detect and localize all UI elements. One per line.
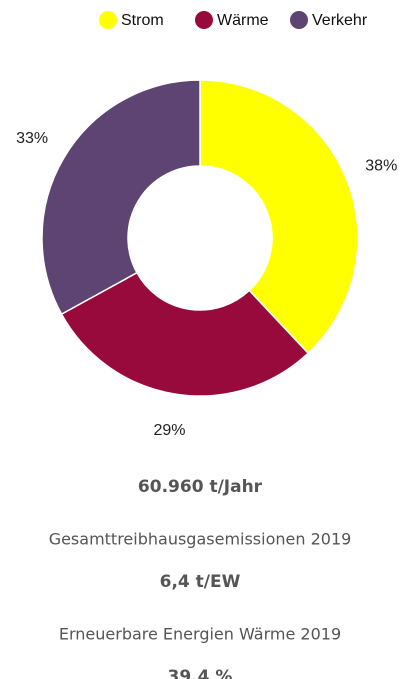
legend-label: Strom: [121, 12, 164, 29]
stat-value: 60.960 t/Jahr: [138, 477, 263, 497]
stat-label: Erneuerbare Energien Wärme 2019: [59, 625, 341, 644]
stat-value: 39,4 %: [168, 667, 233, 679]
stat-value: 6,4 t/EW: [160, 572, 241, 592]
legend-label: Wärme: [217, 12, 269, 29]
legend-label: Verkehr: [312, 12, 368, 29]
legend-swatch: [290, 11, 308, 29]
legend-swatch: [99, 11, 117, 29]
donut-slice: [60, 271, 310, 397]
data-label: 33%: [16, 130, 48, 147]
data-label: 38%: [365, 157, 397, 174]
stat-label: Gesamttreibhausgasemissionen 2019: [49, 530, 352, 549]
data-label: 29%: [153, 422, 185, 439]
donut-slice: [41, 79, 201, 316]
legend-swatch: [195, 11, 213, 29]
donut-slice: [199, 79, 359, 355]
